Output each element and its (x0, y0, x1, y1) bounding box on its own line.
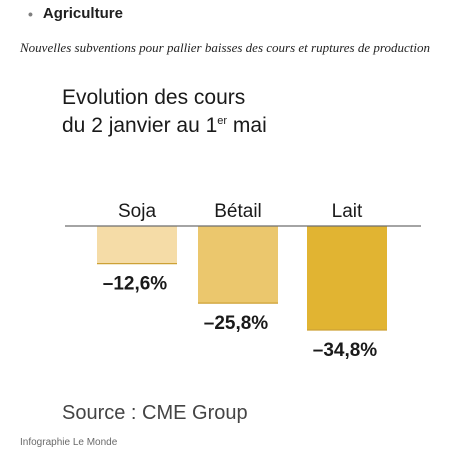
category-label-lait: Lait (332, 201, 363, 222)
category-label-soja: Soja (118, 201, 156, 222)
bar-soja (97, 226, 177, 264)
value-label-betail: –25,8% (204, 313, 269, 334)
category-label-betail: Bétail (214, 201, 262, 222)
chart-title-line-2-suffix: mai (227, 114, 267, 137)
value-label-lait: –34,8% (313, 340, 378, 361)
section-title: Agriculture (42, 5, 123, 22)
section-header: • Agriculture (28, 5, 123, 22)
bullet-icon: • (28, 6, 33, 22)
infographic-credit: Infographie Le Monde (20, 437, 118, 448)
value-label-soja: –12,6% (103, 274, 168, 295)
bar-betail (198, 226, 278, 304)
chart-title-superscript: er (217, 115, 228, 127)
chart-title-line-1: Evolution des cours (62, 86, 246, 109)
chart-title: Evolution des cours du 2 janvier au 1er … (62, 84, 267, 140)
bar-lait (307, 226, 387, 330)
source-note: Source : CME Group (62, 402, 248, 424)
chart-title-line-2-prefix: du 2 janvier au 1 (62, 114, 218, 137)
article-subtitle: Nouvelles subventions pour pallier baiss… (20, 40, 430, 55)
chart-title-line-2: du 2 janvier au 1er mai (62, 112, 267, 140)
